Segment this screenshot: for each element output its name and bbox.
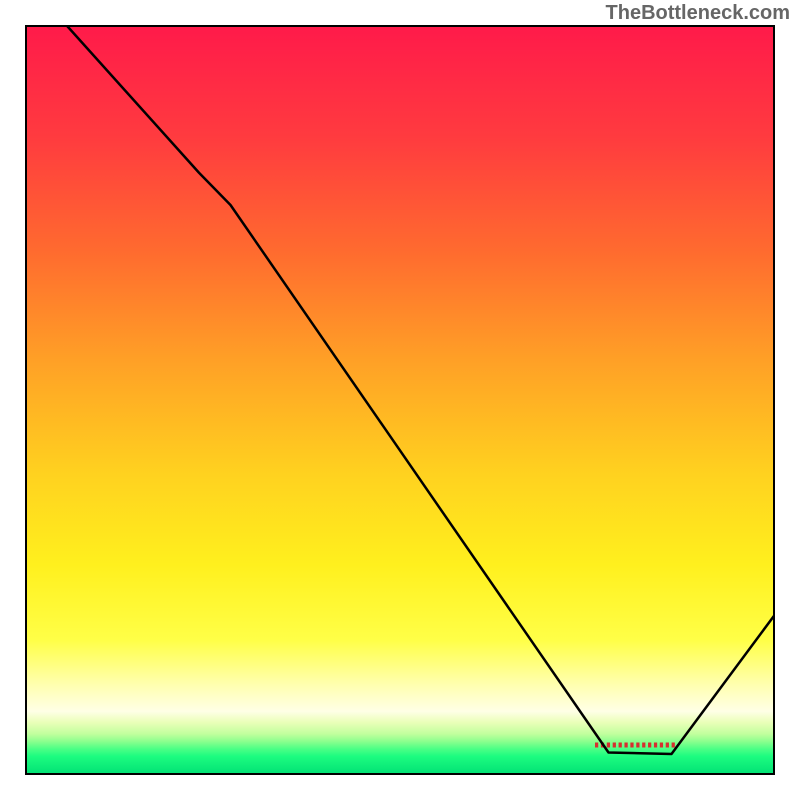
attribution-text: TheBottleneck.com [606,2,790,25]
bottleneck-chart [25,25,775,775]
gradient-background [25,25,775,775]
